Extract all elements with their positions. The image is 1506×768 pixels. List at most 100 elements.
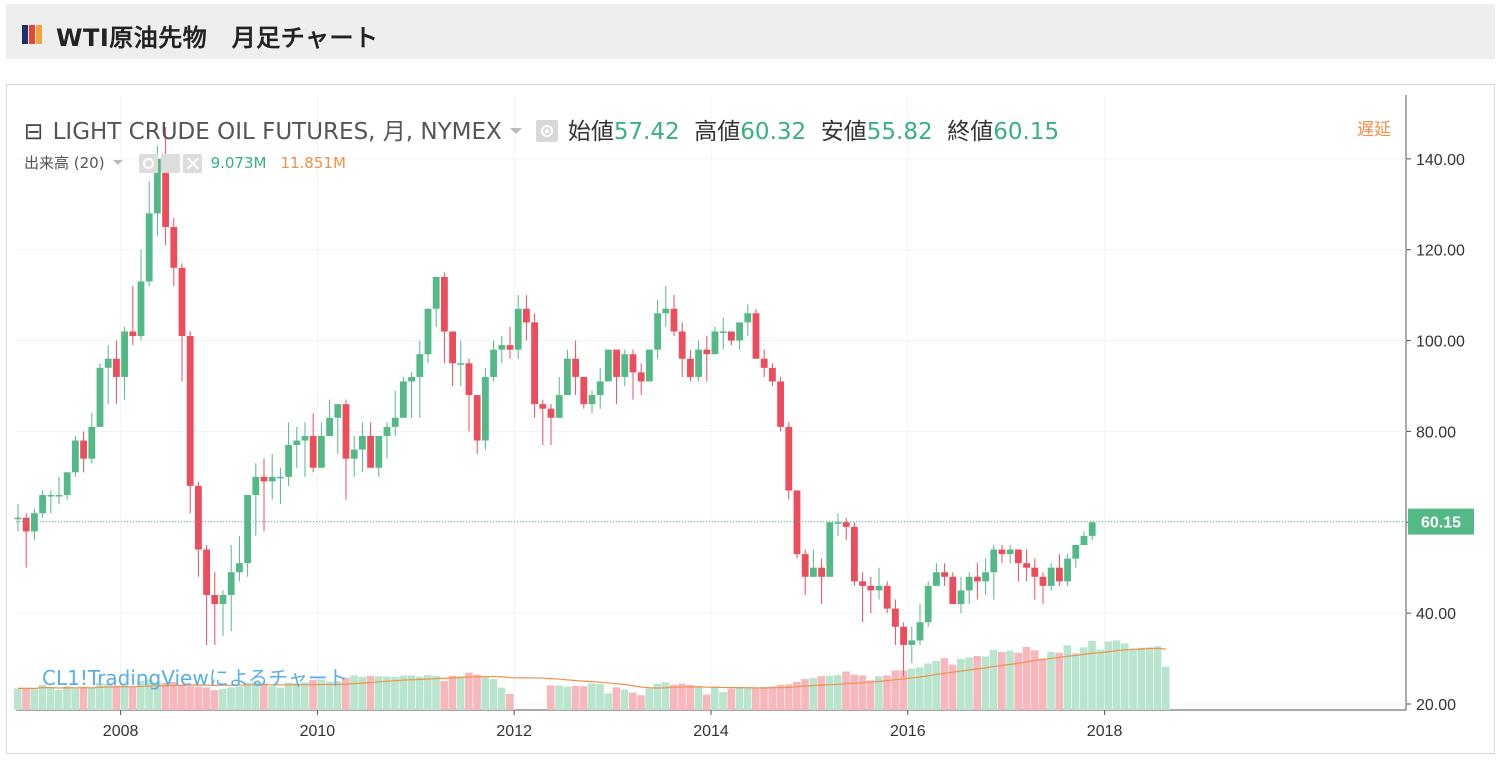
volume-bar xyxy=(998,652,1006,710)
candle-body xyxy=(121,331,128,377)
open-label: 始値 xyxy=(567,119,614,145)
candle-body xyxy=(637,372,645,382)
volume-bar xyxy=(891,670,899,710)
visibility-eye-icon[interactable] xyxy=(535,119,558,142)
candle-body xyxy=(916,622,924,641)
candle-body xyxy=(539,404,547,409)
volume-bar xyxy=(661,682,670,710)
volume-bar xyxy=(579,686,588,710)
candle-body xyxy=(277,476,284,479)
price-tick-label: 120.00 xyxy=(1416,243,1465,260)
candle-body xyxy=(646,349,653,382)
volume-bar xyxy=(301,682,309,710)
candle-body xyxy=(1031,567,1039,577)
volume-bar xyxy=(46,687,55,710)
volume-bar xyxy=(653,683,662,710)
volume-bar xyxy=(793,681,801,710)
volume-bar xyxy=(120,684,129,710)
volume-bar xyxy=(350,675,358,710)
volume-bar xyxy=(1121,643,1129,710)
time-tick-label: 2012 xyxy=(496,723,532,740)
volume-bar xyxy=(465,672,473,710)
tradingview-watermark-link[interactable]: CL1!TradingViewによるチャート xyxy=(42,666,348,690)
volume-study-label[interactable]: 出来高 (20) xyxy=(24,154,105,172)
volume-bar xyxy=(1014,652,1022,710)
volume-bar xyxy=(907,668,916,710)
candle-body xyxy=(154,158,161,214)
candle-body xyxy=(965,576,973,591)
time-tick-label: 2016 xyxy=(890,723,926,740)
candle-body xyxy=(826,522,834,577)
volume-bar xyxy=(924,663,932,710)
volume-bar xyxy=(752,687,760,710)
volume-bar xyxy=(243,682,252,710)
chart-frame[interactable] xyxy=(6,84,1495,754)
candle-body xyxy=(113,358,120,377)
volume-bar xyxy=(30,689,38,710)
volume-bar xyxy=(809,677,817,710)
candle-body xyxy=(974,576,981,582)
candle-body xyxy=(96,367,104,427)
candle-body xyxy=(227,572,235,595)
volume-bar xyxy=(1145,647,1154,710)
volume-menu-caret-icon[interactable] xyxy=(112,159,123,165)
delay-badge[interactable]: 遅延 xyxy=(1357,120,1391,140)
candle-body xyxy=(728,331,735,341)
candle-body xyxy=(457,363,465,365)
volume-bar xyxy=(22,688,30,710)
symbol-menu-caret-icon[interactable] xyxy=(509,127,522,134)
volume-remove-close-icon[interactable] xyxy=(182,154,202,173)
candle-body xyxy=(982,572,989,582)
volume-bar xyxy=(178,684,186,710)
volume-bar xyxy=(645,688,653,710)
volume-bar xyxy=(55,689,63,710)
candle-body xyxy=(47,495,55,497)
brand-logo-icon xyxy=(22,25,42,44)
volume-bar xyxy=(309,679,317,710)
volume-bar xyxy=(1096,649,1104,710)
volume-bar xyxy=(563,686,571,710)
volume-bar xyxy=(1129,648,1137,710)
volume-bar xyxy=(374,676,383,710)
candle-body xyxy=(760,358,768,368)
candle-body xyxy=(719,331,727,333)
volume-bar xyxy=(1030,650,1039,710)
candle-body xyxy=(769,367,776,382)
collapse-legend-icon[interactable]: ⊟ xyxy=(24,119,44,145)
candle-body xyxy=(1006,549,1014,555)
candle-body xyxy=(736,322,743,341)
close-value: 60.15 xyxy=(993,119,1060,145)
volume-bar xyxy=(711,686,719,710)
volume-bar xyxy=(383,676,391,710)
volume-bar xyxy=(1080,647,1088,710)
volume-bar xyxy=(547,685,555,710)
volume-bar xyxy=(506,693,514,710)
volume-bar xyxy=(227,687,235,710)
candle-body xyxy=(629,354,637,373)
volume-settings-icon[interactable] xyxy=(160,154,180,173)
candle-body xyxy=(219,594,227,605)
candle-body xyxy=(990,549,998,573)
candle-body xyxy=(703,349,711,355)
volume-bar xyxy=(96,683,104,710)
volume-bar xyxy=(866,680,875,710)
candle-body xyxy=(14,517,22,520)
candle-body xyxy=(88,426,96,459)
candle-body xyxy=(498,345,506,350)
volume-bar xyxy=(555,685,563,710)
candle-body xyxy=(998,549,1006,555)
candle-body xyxy=(129,331,137,337)
candle-body xyxy=(506,345,514,350)
symbol-name[interactable]: LIGHT CRUDE OIL FUTURES, 月, NYMEX xyxy=(52,119,502,145)
candle-body xyxy=(424,308,432,355)
volume-bar xyxy=(965,657,973,710)
candle-body xyxy=(72,440,79,473)
candle-body xyxy=(957,590,965,605)
candle-body xyxy=(195,485,202,550)
candle-body xyxy=(662,308,670,314)
volume-visibility-eye-icon[interactable] xyxy=(138,154,158,173)
candle-body xyxy=(178,267,186,337)
volume-bar xyxy=(128,686,137,710)
volume-bar xyxy=(842,671,850,710)
